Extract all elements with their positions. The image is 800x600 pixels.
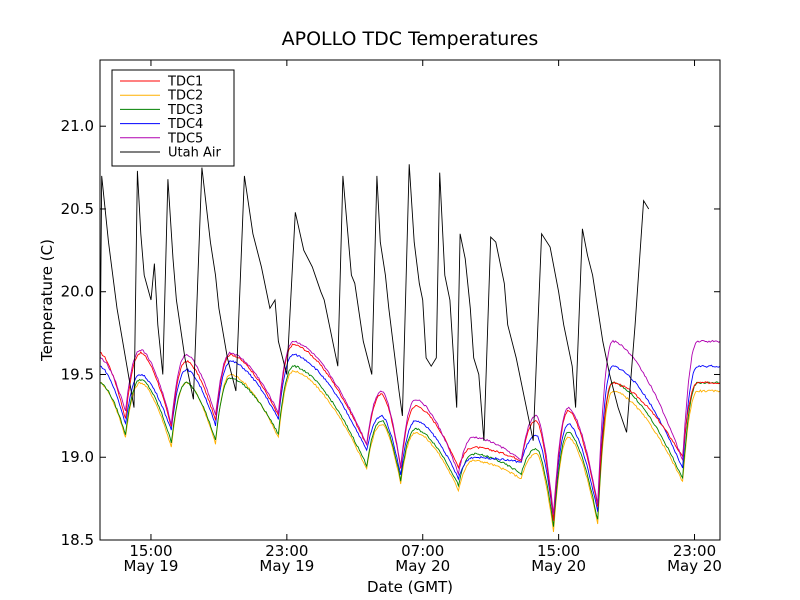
x-tick-time-label: 23:00 — [265, 542, 308, 560]
x-tick-date-label: May 20 — [531, 557, 586, 575]
legend-label: Utah Air — [168, 146, 221, 161]
series-layer — [99, 164, 721, 533]
chart-title: APOLLO TDC Temperatures — [282, 28, 539, 50]
y-tick-label: 19.0 — [61, 448, 94, 466]
x-tick-time-label: 15:00 — [129, 542, 172, 560]
legend-label: TDC4 — [167, 117, 203, 132]
y-tick-label: 19.5 — [61, 365, 94, 383]
x-tick-date-label: May 19 — [124, 557, 179, 575]
x-tick-date-label: May 19 — [259, 557, 314, 575]
series-line-tdc5 — [99, 339, 721, 515]
series-line-tdc2 — [99, 370, 721, 533]
legend-label: TDC1 — [167, 75, 203, 90]
legend-label: TDC5 — [167, 131, 203, 146]
y-tick-label: 20.5 — [61, 200, 94, 218]
y-axis: 18.5 19.0 19.5 20.0 20.5 21.0 — [61, 117, 720, 549]
legend-box — [111, 69, 235, 167]
x-tick-date-label: May 20 — [395, 557, 450, 575]
legend-label: TDC2 — [167, 89, 203, 104]
legend-label: TDC3 — [167, 103, 203, 118]
x-tick-time-label: 15:00 — [537, 542, 580, 560]
x-tick-time-label: 23:00 — [673, 542, 716, 560]
x-tick-date-label: May 20 — [667, 557, 722, 575]
y-tick-label: 20.0 — [61, 283, 94, 301]
plot-frame — [99, 59, 721, 541]
y-tick-label: 21.0 — [61, 117, 94, 135]
y-axis-title: Temperature (C) — [38, 239, 56, 362]
x-tick-time-label: 07:00 — [401, 542, 444, 560]
y-tick-label: 18.5 — [61, 531, 94, 549]
x-axis-title: Date (GMT) — [367, 578, 453, 596]
series-line-utah-air — [99, 164, 650, 441]
series-line-tdc4 — [99, 353, 721, 520]
series-line-tdc1 — [99, 343, 721, 521]
